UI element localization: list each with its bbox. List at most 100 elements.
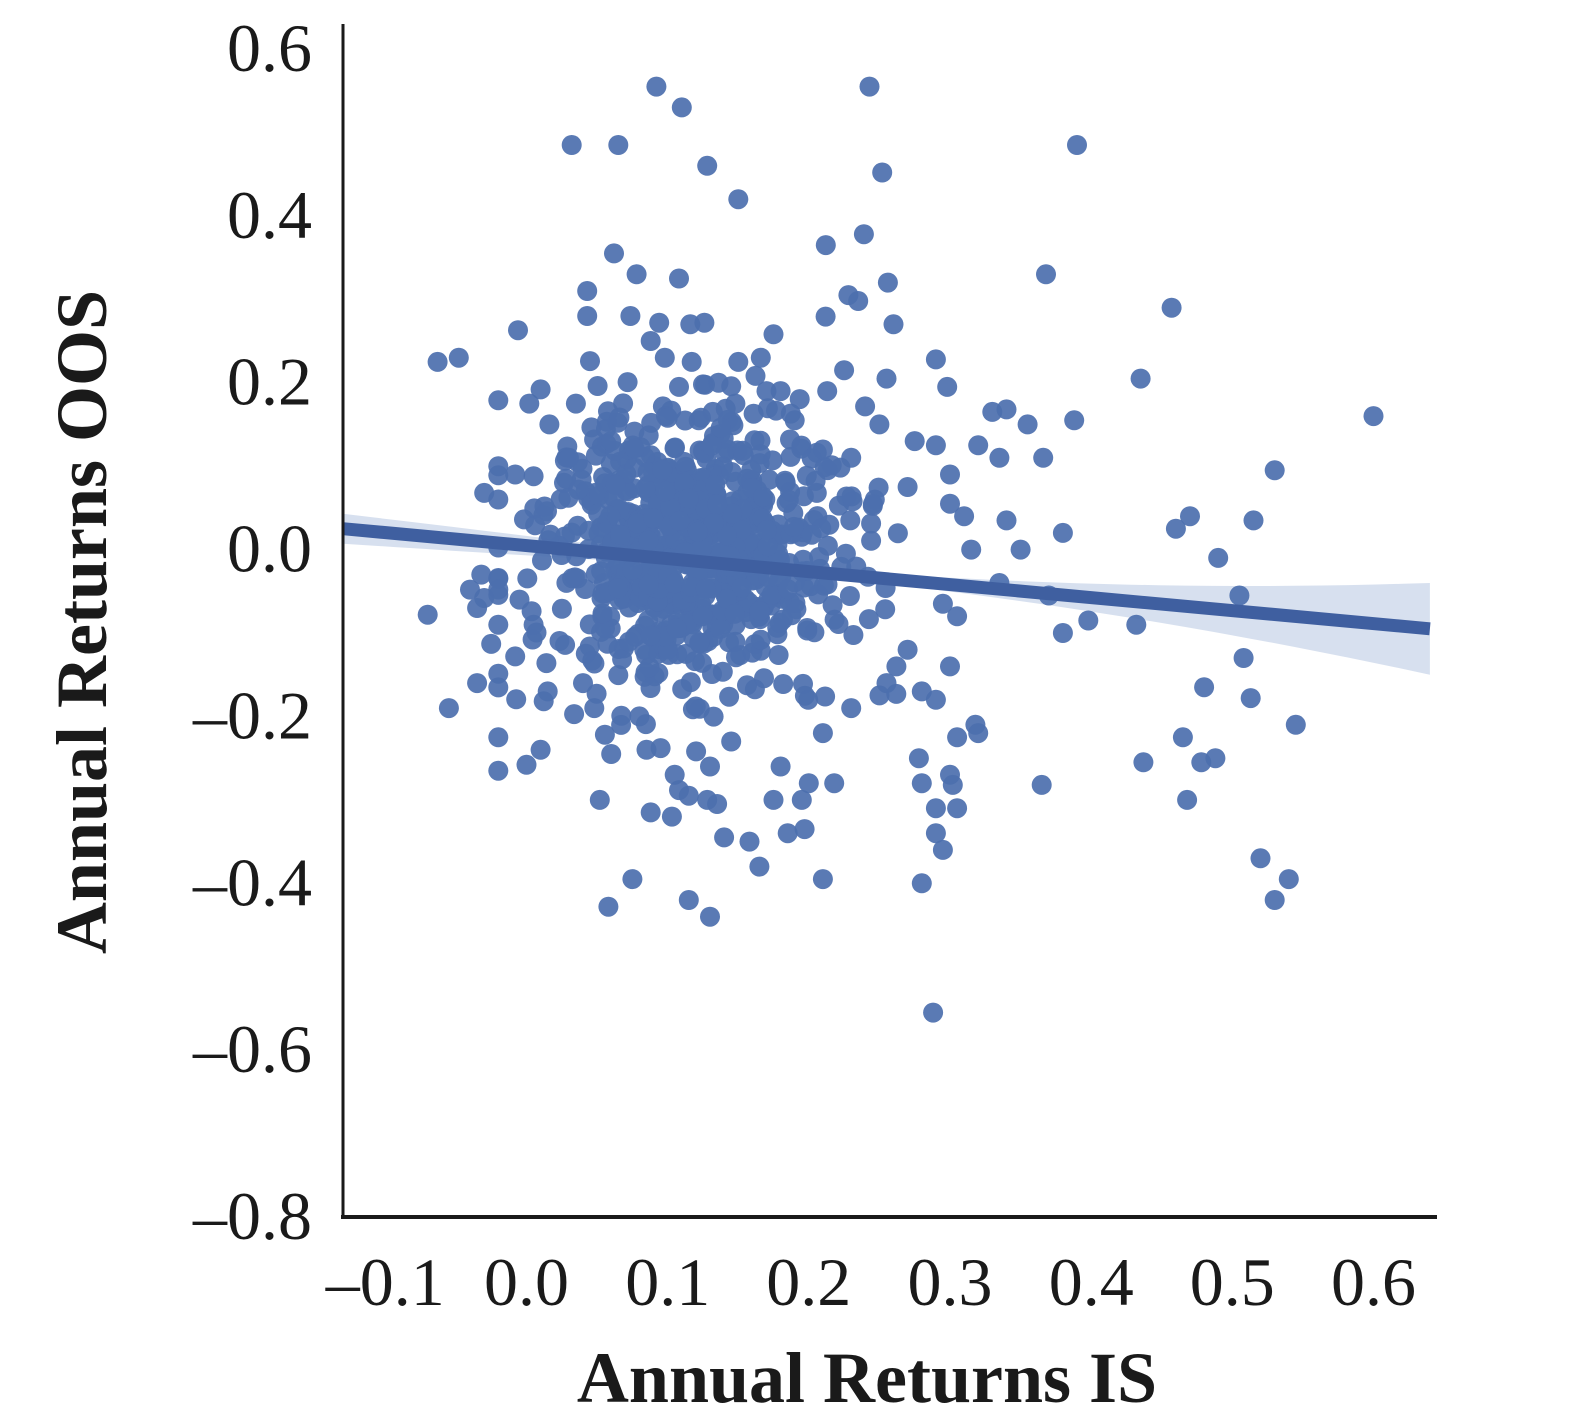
scatter-point	[555, 634, 576, 655]
scatter-point	[467, 598, 488, 618]
scatter-point	[932, 839, 953, 860]
scatter-point	[558, 447, 579, 468]
scatter-point	[996, 510, 1017, 531]
scatter-point	[626, 264, 647, 285]
scatter-point	[532, 550, 552, 571]
scatter-point	[777, 579, 798, 600]
scatter-point	[1264, 890, 1285, 910]
scatter-point	[509, 589, 530, 610]
scatter-point	[876, 368, 897, 389]
scatter-point	[925, 689, 946, 710]
scatter-point	[703, 706, 724, 727]
scatter-point	[608, 135, 629, 155]
scatter-point	[947, 606, 968, 627]
scatter-point	[819, 514, 840, 535]
scatter-point	[1052, 623, 1073, 643]
scatter-point	[627, 513, 648, 534]
scatter-point	[710, 618, 731, 639]
scatter-point	[612, 649, 633, 670]
scatter-point	[1194, 677, 1215, 698]
scatter-point	[681, 576, 702, 597]
scatter-point	[716, 588, 737, 609]
scatter-point	[700, 756, 720, 777]
scatter-points	[417, 76, 1384, 1023]
scatter-point	[640, 802, 661, 823]
scatter-point	[861, 513, 882, 534]
scatter-point	[858, 609, 879, 630]
scatter-point	[577, 306, 598, 326]
scatter-point	[573, 673, 593, 694]
scatter-point	[417, 604, 438, 625]
scatter-point	[598, 896, 619, 917]
scatter-point	[942, 774, 963, 795]
scatter-point	[609, 407, 630, 428]
scatter-point	[561, 522, 582, 543]
scatter-point	[756, 381, 777, 402]
scatter-point	[789, 389, 810, 410]
scatter-point	[702, 401, 723, 422]
scatter-point	[1278, 869, 1299, 890]
scatter-point	[617, 372, 638, 393]
scatter-point	[961, 539, 982, 560]
scatter-point	[904, 431, 925, 452]
scatter-point	[761, 584, 782, 605]
scatter-point	[585, 445, 606, 466]
scatter-point	[708, 372, 729, 393]
scatter-point	[1033, 447, 1054, 468]
scatter-point	[701, 435, 722, 456]
scatter-point	[780, 446, 801, 467]
scatter-point	[777, 823, 798, 844]
x-tick-label: 0.3	[908, 1244, 993, 1320]
scatter-point	[883, 314, 904, 335]
scatter-point	[505, 646, 526, 667]
scatter-point	[1243, 510, 1264, 531]
scatter-point	[775, 472, 796, 493]
scatter-point	[669, 376, 689, 397]
scatter-point	[1078, 610, 1099, 631]
scatter-point	[707, 794, 728, 814]
scatter-point	[877, 272, 898, 293]
scatter-point	[1285, 714, 1306, 735]
scatter-point	[680, 672, 701, 693]
scatter-point	[1177, 789, 1198, 810]
scatter-point	[516, 754, 537, 775]
scatter-point	[610, 524, 631, 545]
scatter-point	[770, 756, 791, 777]
scatter-point	[824, 773, 845, 794]
scatter-point	[778, 489, 799, 510]
scatter-point	[812, 439, 833, 460]
scatter-point	[841, 698, 862, 719]
scatter-point	[639, 657, 660, 678]
scatter-point	[692, 606, 713, 627]
scatter-point	[589, 485, 609, 506]
scatter-point	[1010, 539, 1031, 560]
scatter-point	[611, 705, 632, 726]
scatter-point	[700, 906, 720, 927]
scatter-point	[505, 464, 526, 485]
scatter-point	[815, 306, 836, 327]
scatter-point	[1031, 774, 1052, 795]
scatter-point	[721, 731, 742, 752]
y-tick-label: –0.6	[192, 1011, 312, 1087]
scatter-point	[794, 819, 815, 840]
scatter-point	[731, 577, 752, 598]
scatter-point	[716, 525, 737, 546]
scatter-point	[784, 410, 805, 431]
scatter-point	[637, 462, 658, 482]
scatter-point	[666, 618, 687, 639]
scatter-point	[841, 486, 862, 507]
scatter-point	[508, 320, 528, 341]
scatter-point	[725, 393, 746, 414]
scatter-point	[822, 595, 843, 616]
scatter-point	[664, 764, 685, 785]
scatter-point	[681, 351, 702, 372]
scatter-point	[767, 617, 788, 638]
scatter-point	[954, 506, 975, 527]
scatter-point	[488, 677, 509, 698]
scatter-point	[887, 523, 908, 544]
scatter-point	[488, 663, 509, 684]
scatter-point	[689, 632, 710, 653]
scatter-point	[925, 798, 946, 819]
scatter-point	[587, 376, 608, 396]
y-axis-title: Annual Returns OOS	[42, 290, 122, 954]
